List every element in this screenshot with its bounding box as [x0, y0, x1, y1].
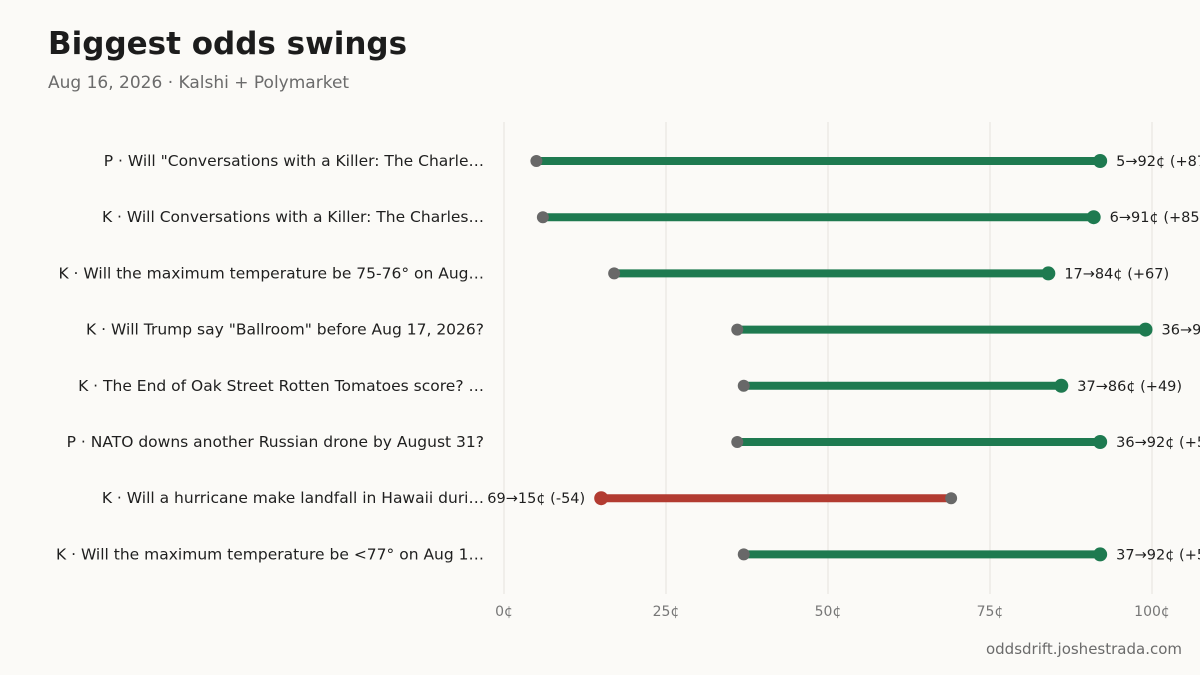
row-label: P · Will "Conversations with a Killer: T…: [104, 152, 484, 170]
value-annotation: 36→99¢ (+63): [1162, 323, 1200, 339]
x-tick-label: 75¢: [977, 604, 1004, 620]
row-label: K · Will Conversations with a Killer: Th…: [102, 208, 484, 226]
row-label: K · Will Trump say "Ballroom" before Aug…: [86, 321, 484, 339]
row-label: K · Will the maximum temperature be 75-7…: [58, 264, 484, 282]
start-point: [530, 155, 543, 167]
start-point: [731, 436, 744, 448]
end-point: [1138, 322, 1153, 337]
value-annotation: 37→92¢ (+55): [1116, 547, 1200, 563]
end-point: [1093, 154, 1108, 168]
x-tick-label: 25¢: [653, 604, 680, 620]
row-label: K · The End of Oak Street Rotten Tomatoe…: [78, 377, 484, 395]
value-annotation: 5→92¢ (+87): [1116, 154, 1200, 170]
value-annotation: 37→86¢ (+49): [1077, 379, 1182, 395]
start-point: [737, 548, 750, 561]
value-annotation: 36→92¢ (+56): [1116, 435, 1200, 451]
start-point: [737, 379, 750, 392]
x-tick-label: 0¢: [495, 604, 513, 620]
end-point: [1041, 266, 1056, 281]
end-point: [1054, 378, 1069, 393]
start-point: [536, 211, 549, 224]
value-annotation: 6→91¢ (+85): [1110, 210, 1200, 226]
end-point: [1093, 435, 1108, 449]
source-credit: oddsdrift.joshestrada.com: [985, 640, 1182, 658]
chart-title: Biggest odds swings: [48, 26, 408, 62]
start-point: [945, 492, 958, 505]
value-annotation: 17→84¢ (+67): [1064, 266, 1169, 282]
x-tick-label: 100¢: [1134, 604, 1170, 620]
start-point: [608, 267, 621, 280]
x-tick-label: 50¢: [815, 604, 842, 620]
row-label: K · Will the maximum temperature be <77°…: [56, 545, 484, 563]
value-annotation: 69→15¢ (-54): [487, 491, 585, 507]
chart-subtitle: Aug 16, 2026 · Kalshi + Polymarket: [48, 73, 350, 93]
end-point: [1086, 210, 1101, 225]
start-point: [731, 323, 744, 336]
row-label: P · NATO downs another Russian drone by …: [67, 433, 484, 451]
end-point: [594, 491, 609, 506]
end-point: [1093, 547, 1108, 562]
row-label: K · Will a hurricane make landfall in Ha…: [102, 489, 484, 507]
